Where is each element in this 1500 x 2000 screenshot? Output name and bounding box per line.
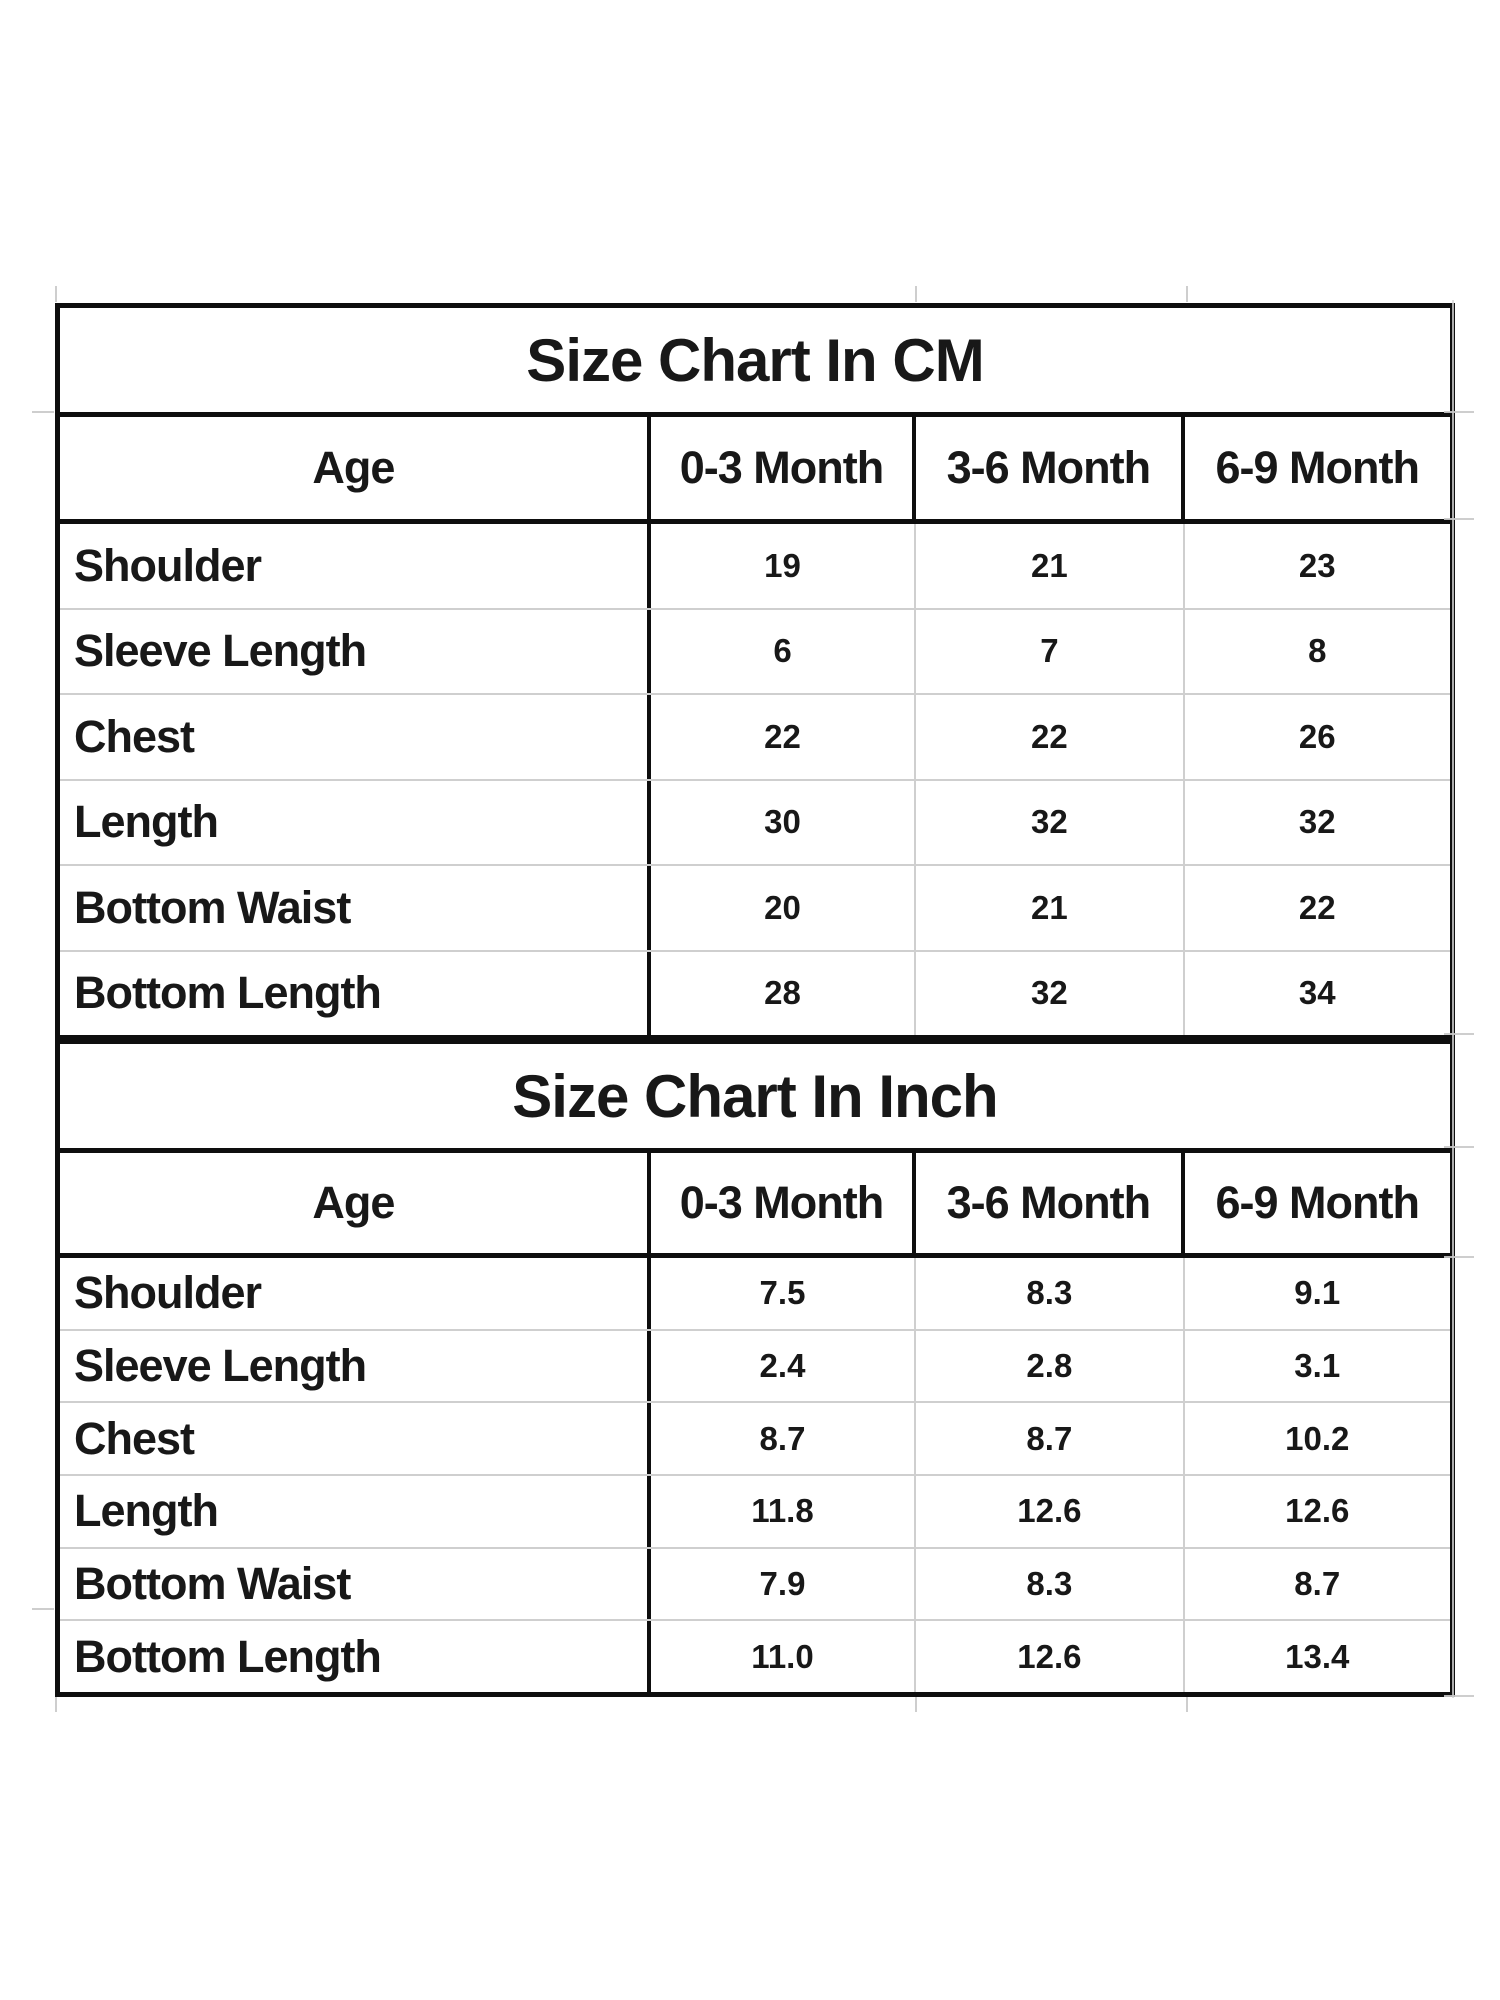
gridline-tick <box>915 1697 917 1712</box>
gridline-tick <box>32 411 54 413</box>
cell-value: 12.6 <box>916 1621 1185 1693</box>
table-title-inch: Size Chart In Inch <box>60 1044 1450 1153</box>
cell-value: 8.3 <box>916 1258 1185 1329</box>
cell-value: 23 <box>1298 546 1336 584</box>
gridline-tick <box>1444 1256 1474 1258</box>
cell-value: 2.4 <box>651 1330 917 1402</box>
cell-value: 10.2 <box>1285 1419 1350 1457</box>
size-chart-sheet: Size Chart In CM Age 0-3 Month 3-6 Month… <box>55 303 1455 1697</box>
cell-value: 22 <box>1298 888 1336 926</box>
row-label: Sleeve Length <box>60 1330 651 1402</box>
cell-value: 8.7 <box>1294 1565 1341 1603</box>
cell-value: 26 <box>1298 717 1336 755</box>
cell-value: 7.9 <box>651 1548 917 1620</box>
table-row: Shoulder 7.5 8.3 9.1 <box>60 1258 1450 1331</box>
table-row: Bottom Length 11.0 12.6 13.4 <box>60 1621 1450 1693</box>
column-header-6-9-month: 6-9 Month <box>1215 1177 1420 1228</box>
gridline-tick <box>1444 1033 1474 1035</box>
table-row: Shoulder 19 21 23 <box>60 524 1450 610</box>
row-label: Bottom Waist <box>60 866 651 950</box>
table-title-cm: Size Chart In CM <box>60 308 1450 417</box>
table-row: Chest 8.7 8.7 10.2 <box>60 1403 1450 1477</box>
cell-value: 20 <box>651 866 917 950</box>
cell-value: 21 <box>916 866 1185 950</box>
cell-value: 8 <box>1308 632 1327 670</box>
gridline-tick <box>55 1697 57 1712</box>
cell-value: 8.3 <box>916 1548 1185 1620</box>
cell-value: 34 <box>1298 974 1336 1012</box>
gridline-tick <box>1444 1146 1474 1148</box>
cell-value: 13.4 <box>1285 1637 1350 1675</box>
cell-value: 12.6 <box>916 1476 1185 1547</box>
gridline-tick <box>32 1608 54 1610</box>
row-label: Bottom Waist <box>60 1548 651 1620</box>
row-label: Chest <box>60 1403 651 1475</box>
cell-value: 6 <box>651 609 917 693</box>
column-header-3-6-month: 3-6 Month <box>916 1153 1185 1253</box>
cell-value: 32 <box>916 951 1185 1035</box>
gridline-tick <box>1186 286 1188 302</box>
header-row-cm: Age 0-3 Month 3-6 Month 6-9 Month <box>60 417 1450 524</box>
column-header-0-3-month: 0-3 Month <box>651 1153 917 1253</box>
size-chart-inch-table: Size Chart In Inch Age 0-3 Month 3-6 Mon… <box>55 1035 1455 1697</box>
cell-value: 7.5 <box>651 1258 917 1329</box>
gridline-remnant <box>1452 300 1454 1698</box>
cell-value: 7 <box>916 609 1185 693</box>
cell-value: 12.6 <box>1285 1492 1350 1530</box>
gridline-tick <box>1186 1697 1188 1712</box>
table-row: Length 30 32 32 <box>60 780 1450 866</box>
row-label: Length <box>60 1476 651 1547</box>
cell-value: 11.0 <box>651 1621 917 1693</box>
gridline-tick <box>55 286 57 302</box>
table-body-cm: Shoulder 19 21 23 Sleeve Length 6 7 8 Ch… <box>60 524 1450 1035</box>
cell-value: 19 <box>651 524 917 608</box>
gridline-tick <box>1444 1695 1474 1697</box>
row-label: Bottom Length <box>60 951 651 1035</box>
cell-value: 9.1 <box>1294 1274 1341 1312</box>
table-row: Bottom Waist 20 21 22 <box>60 866 1450 952</box>
cell-value: 32 <box>916 780 1185 864</box>
row-label: Bottom Length <box>60 1621 651 1693</box>
gridline-tick <box>1444 411 1474 413</box>
gridline-tick <box>915 286 917 302</box>
column-header-6-9-month: 6-9 Month <box>1215 442 1420 493</box>
cell-value: 32 <box>1298 803 1336 841</box>
table-row: Sleeve Length 6 7 8 <box>60 609 1450 695</box>
cell-value: 11.8 <box>651 1476 917 1547</box>
column-header-0-3-month: 0-3 Month <box>651 417 917 519</box>
gridline-tick <box>1444 518 1474 520</box>
row-label: Sleeve Length <box>60 609 651 693</box>
table-row: Bottom Length 28 32 34 <box>60 951 1450 1035</box>
row-label: Length <box>60 780 651 864</box>
cell-value: 3.1 <box>1294 1347 1341 1384</box>
table-row: Bottom Waist 7.9 8.3 8.7 <box>60 1548 1450 1622</box>
cell-value: 8.7 <box>651 1403 917 1475</box>
row-label: Chest <box>60 695 651 779</box>
size-chart-cm-table: Size Chart In CM Age 0-3 Month 3-6 Month… <box>55 303 1455 1035</box>
cell-value: 21 <box>916 524 1185 608</box>
cell-value: 30 <box>651 780 917 864</box>
table-row: Length 11.8 12.6 12.6 <box>60 1476 1450 1549</box>
row-label: Shoulder <box>60 524 651 608</box>
cell-value: 2.8 <box>916 1330 1185 1402</box>
cell-value: 22 <box>651 695 917 779</box>
row-label: Shoulder <box>60 1258 651 1329</box>
cell-value: 8.7 <box>916 1403 1185 1475</box>
table-row: Chest 22 22 26 <box>60 695 1450 781</box>
cell-value: 28 <box>651 951 917 1035</box>
table-body-inch: Shoulder 7.5 8.3 9.1 Sleeve Length 2.4 2… <box>60 1258 1450 1693</box>
header-row-inch: Age 0-3 Month 3-6 Month 6-9 Month <box>60 1153 1450 1258</box>
cell-value: 22 <box>916 695 1185 779</box>
table-row: Sleeve Length 2.4 2.8 3.1 <box>60 1330 1450 1404</box>
column-header-age: Age <box>60 1153 651 1253</box>
column-header-3-6-month: 3-6 Month <box>916 417 1185 519</box>
column-header-age: Age <box>60 417 651 519</box>
